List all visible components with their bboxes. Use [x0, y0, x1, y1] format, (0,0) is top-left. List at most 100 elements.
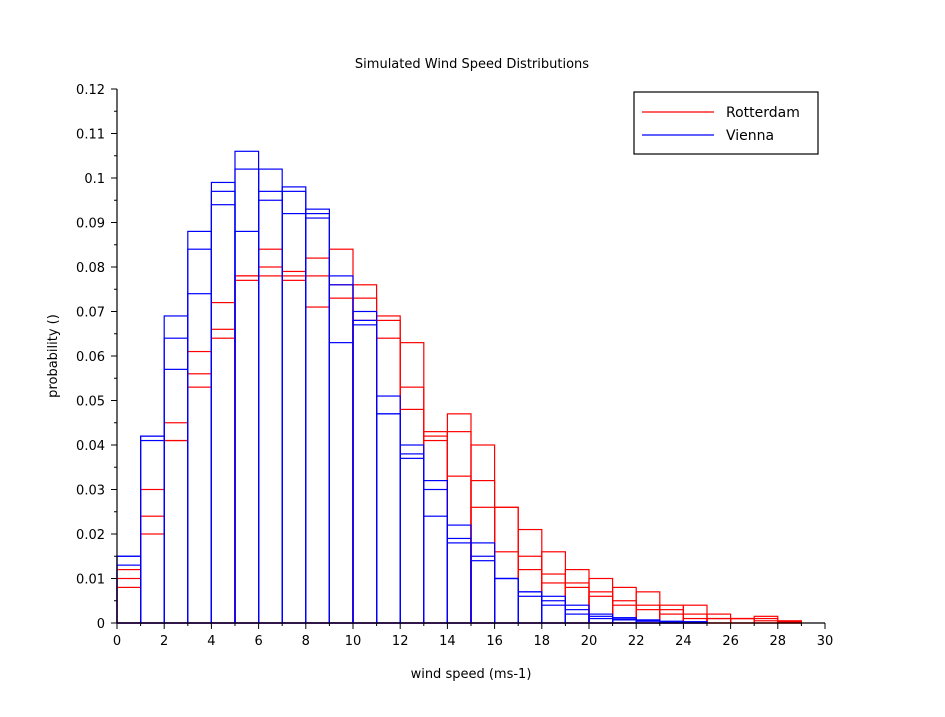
- x-tick-label: 0: [113, 634, 121, 649]
- histogram-bar: [235, 280, 259, 623]
- histogram-bar: [329, 249, 353, 623]
- histogram-bar: [164, 441, 188, 623]
- histogram-bar: [211, 182, 235, 623]
- histogram-bar: [164, 338, 188, 623]
- histogram-bar: [447, 543, 471, 623]
- histogram-bar: [188, 387, 212, 623]
- histogram-bar: [329, 343, 353, 623]
- histogram-bar: [471, 561, 495, 623]
- y-tick-label: 0.09: [76, 217, 105, 232]
- histogram-bar: [188, 352, 212, 623]
- histogram-bar: [141, 436, 165, 623]
- histogram-bar: [495, 579, 519, 624]
- x-tick-label: 26: [722, 634, 739, 649]
- y-tick-label: 0.07: [76, 306, 105, 321]
- histogram-bar: [188, 231, 212, 623]
- histogram-bar: [447, 432, 471, 623]
- histogram-bar: [377, 396, 401, 623]
- histogram-bar: [731, 619, 755, 623]
- histogram-bar: [400, 387, 424, 623]
- histogram-bar: [329, 285, 353, 623]
- y-tick-label: 0.02: [76, 528, 105, 543]
- x-tick-label: 12: [392, 634, 409, 649]
- histogram-bar: [141, 534, 165, 623]
- histogram-bar: [329, 298, 353, 623]
- histogram-bar: [329, 276, 353, 623]
- histogram-bar: [117, 556, 141, 623]
- histogram-bar: [282, 214, 306, 623]
- x-tick-label: 4: [207, 634, 215, 649]
- histogram-bar: [353, 320, 377, 623]
- histogram-bar: [259, 169, 283, 623]
- histogram-bar: [731, 619, 755, 623]
- histogram-bar: [235, 169, 259, 623]
- histogram-bar: [164, 441, 188, 623]
- histogram-bar: [542, 552, 566, 623]
- histogram-bar: [518, 530, 542, 623]
- y-tick-label: 0.06: [76, 350, 105, 365]
- series-rotterdam-2: [117, 249, 801, 623]
- histogram-bar: [424, 490, 448, 624]
- histogram-bar: [518, 596, 542, 623]
- histogram-bar: [211, 191, 235, 623]
- histogram-bar: [211, 329, 235, 623]
- y-tick-label: 0.11: [76, 128, 105, 143]
- histogram-bar: [306, 214, 330, 623]
- x-axis-label: wind speed (ms-1): [411, 667, 532, 682]
- histogram-bar: [542, 574, 566, 623]
- histogram-bar: [306, 307, 330, 623]
- histogram-bar: [282, 276, 306, 623]
- x-tick-label: 6: [254, 634, 262, 649]
- histogram-bar: [400, 454, 424, 623]
- histogram-bar: [259, 200, 283, 623]
- histogram-bar: [471, 481, 495, 623]
- histogram-bar: [400, 343, 424, 623]
- histogram-bar: [377, 320, 401, 623]
- histogram-bar: [447, 525, 471, 623]
- histogram-bar: [377, 414, 401, 623]
- histogram-bar: [542, 605, 566, 623]
- histogram-bar: [211, 338, 235, 623]
- histogram-bar: [471, 543, 495, 623]
- x-tick-label: 16: [486, 634, 503, 649]
- x-tick-label: 8: [302, 634, 310, 649]
- histogram-bar: [259, 249, 283, 623]
- histogram-bar: [707, 619, 731, 623]
- histogram-bar: [518, 556, 542, 623]
- histogram-bar: [117, 587, 141, 623]
- histogram-bar: [141, 441, 165, 623]
- histogram-bar: [282, 191, 306, 623]
- histogram-bar: [306, 209, 330, 623]
- series-vienna-4: [117, 169, 707, 623]
- histogram-bar: [188, 374, 212, 623]
- histogram-bar: [353, 325, 377, 623]
- histogram-bar: [353, 320, 377, 623]
- histogram-bar: [377, 338, 401, 623]
- histogram-bar: [400, 445, 424, 623]
- histogram-bar: [235, 151, 259, 623]
- y-tick-label: 0.03: [76, 484, 105, 499]
- histogram-bar: [259, 267, 283, 623]
- histogram-bar: [141, 436, 165, 623]
- y-tick-label: 0.05: [76, 395, 105, 410]
- histogram-bar: [211, 205, 235, 623]
- histogram-bar: [424, 436, 448, 623]
- histogram-bar: [235, 276, 259, 623]
- series-rotterdam-0: [117, 276, 801, 623]
- histogram-bar: [424, 432, 448, 623]
- x-tick-label: 18: [534, 634, 551, 649]
- x-tick-label: 2: [160, 634, 168, 649]
- histogram-bar: [306, 218, 330, 623]
- histogram-bar: [282, 280, 306, 623]
- histogram-bar: [353, 312, 377, 624]
- series-vienna-3: [117, 200, 707, 623]
- histogram-bar: [164, 316, 188, 623]
- histogram-bar: [495, 579, 519, 624]
- histogram-bar: [141, 490, 165, 624]
- histogram-bar: [117, 565, 141, 623]
- histogram-bar: [565, 614, 589, 623]
